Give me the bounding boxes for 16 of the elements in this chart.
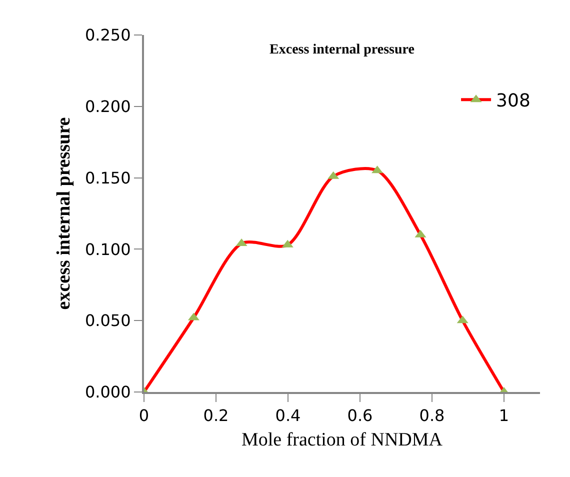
y-tick-label: 0.250: [84, 26, 131, 45]
y-axis-title: excess internal pressure: [53, 117, 74, 310]
x-tick-label: 0: [138, 406, 150, 426]
x-tick-label: 0.4: [275, 406, 301, 426]
y-tick-label: 0.150: [84, 168, 131, 188]
y-tick-label: 0.200: [84, 97, 131, 116]
y-tick-label: 0.100: [84, 240, 131, 259]
x-tick-label: 1: [498, 406, 510, 426]
legend-label: 308: [496, 90, 530, 112]
y-tick-label: 0.000: [84, 382, 131, 402]
x-tick-label: 0.8: [419, 406, 445, 426]
x-axis-title: Mole fraction of NNDMA: [241, 430, 443, 450]
x-tick-label: 0.6: [347, 406, 373, 426]
x-tick-label: 0.2: [203, 406, 229, 426]
text: Excess internal pressure: [270, 42, 414, 58]
y-tick-label: 0.050: [84, 311, 131, 330]
